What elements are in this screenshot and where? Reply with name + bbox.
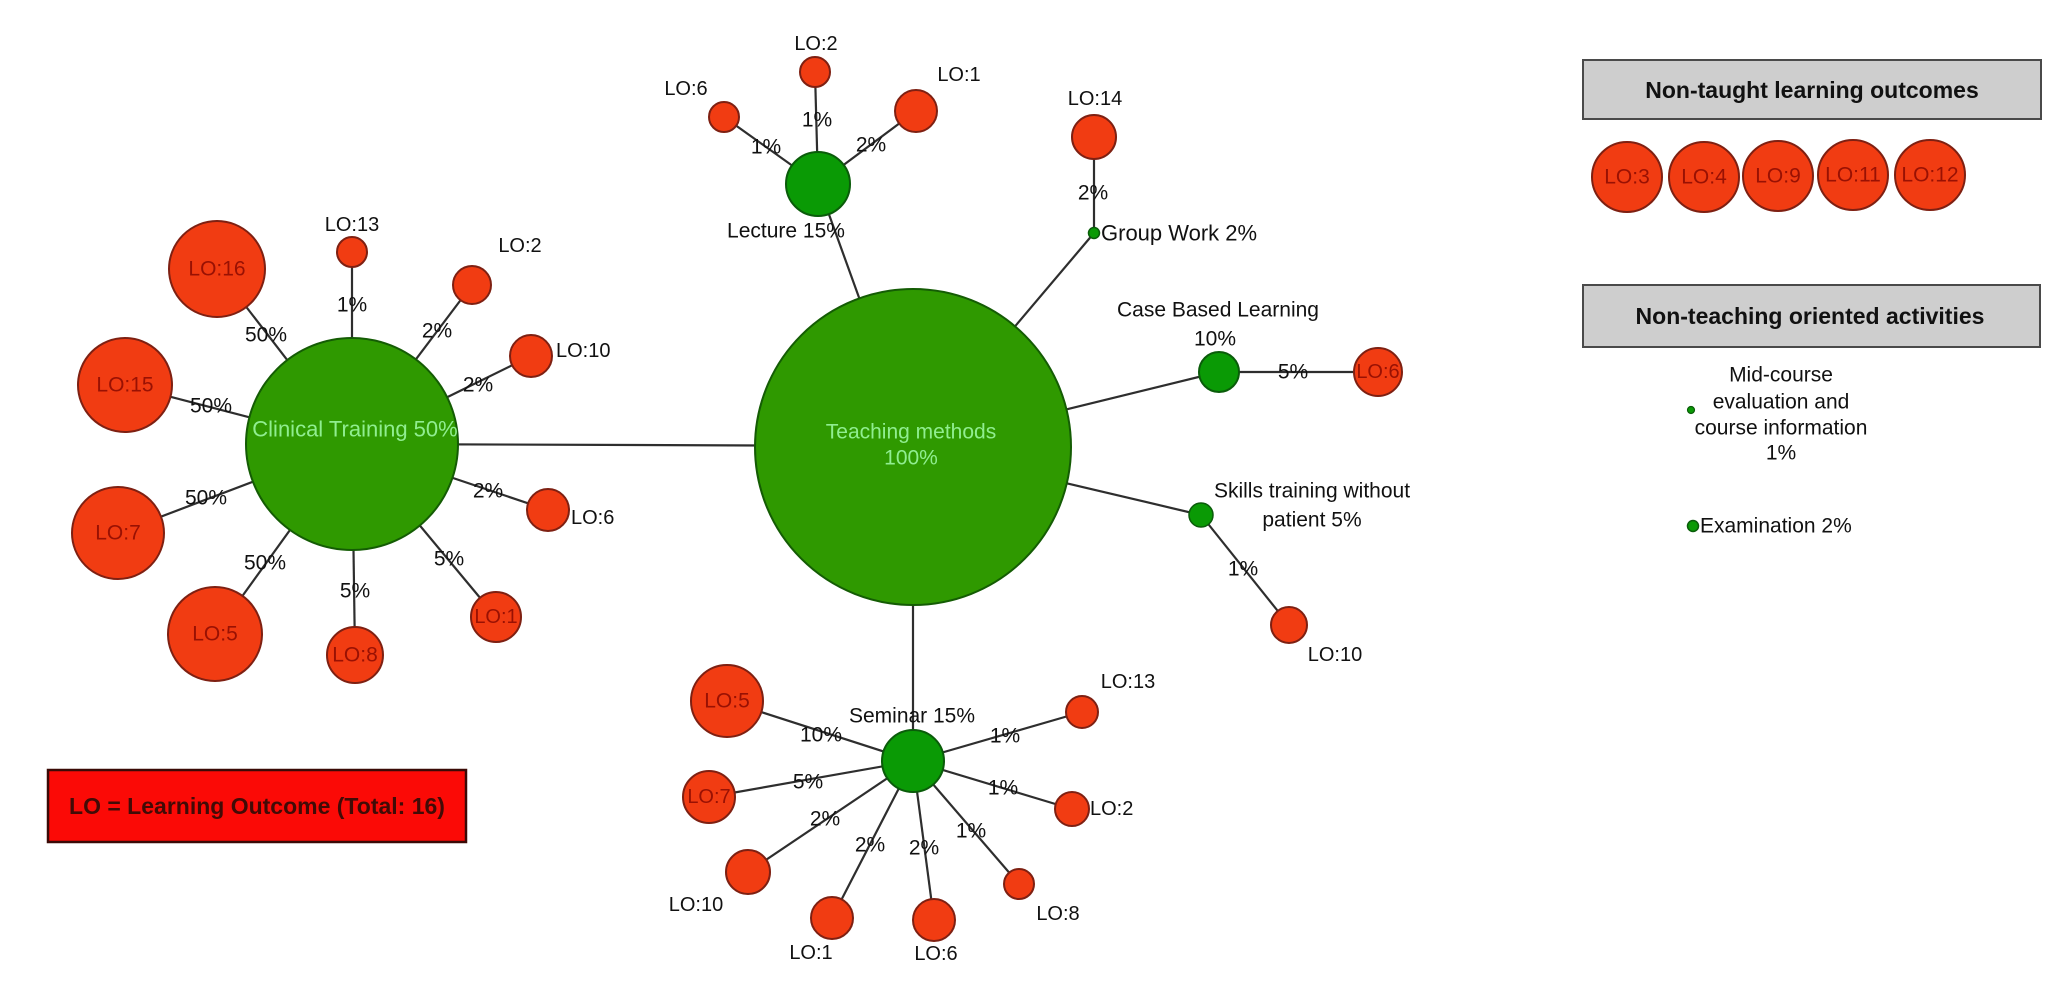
svg-text:100%: 100%: [884, 447, 938, 470]
svg-text:LO:9: LO:9: [1755, 165, 1801, 188]
svg-text:10%: 10%: [800, 724, 842, 747]
svg-text:5%: 5%: [793, 771, 823, 794]
svg-text:LO:1: LO:1: [789, 942, 832, 964]
svg-text:Examination 2%: Examination 2%: [1700, 515, 1852, 538]
svg-text:LO:6: LO:6: [1356, 361, 1399, 383]
svg-text:5%: 5%: [1278, 361, 1308, 384]
svg-text:LO:2: LO:2: [794, 33, 837, 55]
svg-text:LO:2: LO:2: [1090, 798, 1133, 820]
svg-text:2%: 2%: [909, 837, 939, 860]
svg-text:LO:13: LO:13: [325, 214, 379, 236]
svg-text:2%: 2%: [463, 374, 493, 397]
svg-text:Non-teaching oriented activiti: Non-teaching oriented activities: [1636, 303, 1985, 329]
svg-text:LO:7: LO:7: [687, 786, 730, 808]
svg-text:LO:14: LO:14: [1068, 88, 1122, 110]
svg-text:2%: 2%: [810, 808, 840, 831]
svg-text:LO:6: LO:6: [914, 943, 957, 965]
svg-text:LO:2: LO:2: [498, 235, 541, 257]
svg-text:2%: 2%: [1078, 182, 1108, 205]
svg-text:50%: 50%: [244, 552, 286, 575]
svg-text:1%: 1%: [751, 136, 781, 159]
svg-text:course information: course information: [1695, 417, 1868, 440]
svg-text:LO:4: LO:4: [1681, 166, 1727, 189]
svg-text:LO:5: LO:5: [192, 623, 238, 646]
svg-text:1%: 1%: [956, 820, 986, 843]
svg-text:LO:6: LO:6: [664, 78, 707, 100]
svg-text:patient 5%: patient 5%: [1262, 509, 1361, 532]
svg-text:Mid-course: Mid-course: [1729, 364, 1833, 387]
svg-text:Lecture 15%: Lecture 15%: [727, 220, 845, 243]
svg-text:LO:10: LO:10: [669, 894, 723, 916]
svg-text:1%: 1%: [1766, 442, 1796, 465]
svg-text:Non-taught learning outcomes: Non-taught learning outcomes: [1645, 77, 1979, 103]
svg-text:2%: 2%: [856, 134, 886, 157]
svg-text:Case Based Learning: Case Based Learning: [1117, 299, 1319, 322]
svg-text:Group Work 2%: Group Work 2%: [1101, 221, 1257, 246]
svg-text:LO:10: LO:10: [556, 340, 610, 362]
svg-text:50%: 50%: [190, 395, 232, 418]
svg-text:LO:12: LO:12: [1901, 164, 1958, 187]
svg-text:LO:6: LO:6: [571, 507, 614, 529]
svg-text:1%: 1%: [802, 109, 832, 132]
svg-text:LO:8: LO:8: [332, 644, 378, 667]
svg-text:5%: 5%: [340, 580, 370, 603]
svg-text:Clinical Training 50%: Clinical Training 50%: [252, 417, 457, 442]
svg-text:LO:5: LO:5: [704, 690, 750, 713]
svg-text:50%: 50%: [185, 487, 227, 510]
svg-text:LO:10: LO:10: [1308, 644, 1362, 666]
svg-text:5%: 5%: [434, 548, 464, 571]
svg-text:LO:15: LO:15: [96, 374, 153, 397]
svg-text:LO:3: LO:3: [1604, 166, 1650, 189]
svg-text:evaluation and: evaluation and: [1713, 391, 1850, 414]
svg-text:10%: 10%: [1194, 328, 1236, 351]
svg-text:LO:8: LO:8: [1036, 903, 1079, 925]
svg-text:50%: 50%: [245, 324, 287, 347]
svg-text:LO = Learning Outcome (Total:: LO = Learning Outcome (Total: 16): [69, 793, 445, 819]
svg-text:1%: 1%: [1228, 558, 1258, 581]
svg-text:LO:11: LO:11: [1825, 164, 1881, 187]
svg-text:Seminar 15%: Seminar 15%: [849, 705, 975, 728]
svg-text:LO:16: LO:16: [188, 258, 245, 281]
svg-text:2%: 2%: [422, 320, 452, 343]
svg-text:LO:13: LO:13: [1101, 671, 1155, 693]
svg-text:1%: 1%: [988, 777, 1018, 800]
svg-text:LO:7: LO:7: [95, 522, 141, 545]
svg-text:1%: 1%: [337, 294, 367, 317]
svg-text:2%: 2%: [855, 834, 885, 857]
svg-text:LO:1: LO:1: [474, 606, 517, 628]
svg-text:Teaching methods: Teaching methods: [826, 421, 996, 444]
svg-text:Skills training without: Skills training without: [1214, 480, 1410, 503]
svg-text:2%: 2%: [473, 480, 503, 503]
svg-text:LO:1: LO:1: [937, 64, 980, 86]
svg-text:1%: 1%: [990, 725, 1020, 748]
